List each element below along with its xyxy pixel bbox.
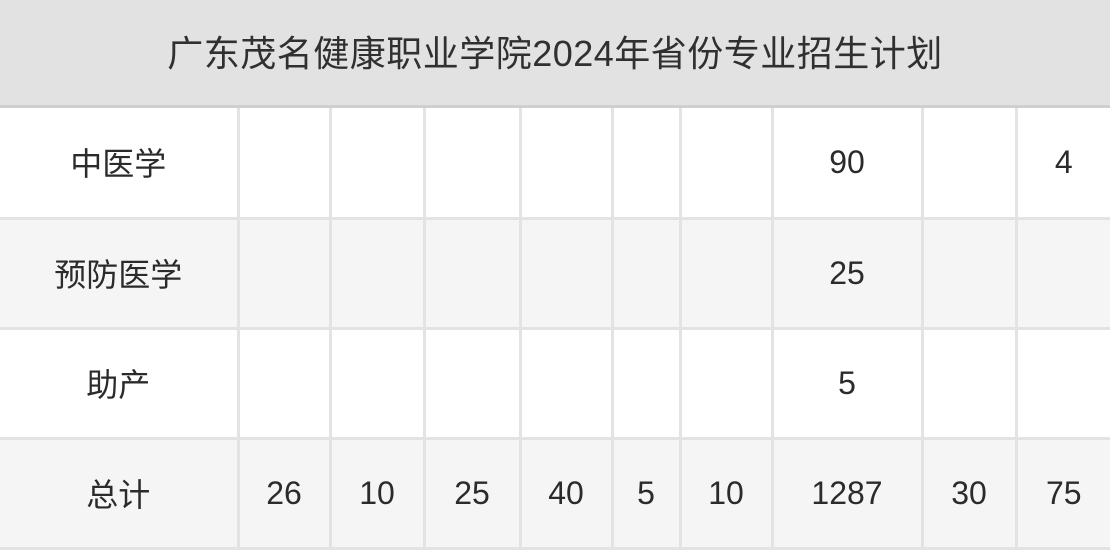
data-cell <box>922 218 1018 330</box>
data-cell <box>922 328 1018 440</box>
data-cell <box>424 218 522 330</box>
data-cell <box>520 108 614 220</box>
totals-cell: 25 <box>424 438 522 550</box>
data-cell <box>238 218 332 330</box>
totals-label-cell: 总计 <box>0 438 240 550</box>
table-row[interactable]: 助产 5 <box>0 328 1110 440</box>
data-cell <box>238 328 332 440</box>
table-row[interactable]: 中医学 90 4 <box>0 108 1110 220</box>
row-label-cell: 预防医学 <box>0 218 240 330</box>
table-row[interactable]: 预防医学 25 <box>0 218 1110 330</box>
data-cell <box>520 218 614 330</box>
data-cell <box>330 328 426 440</box>
data-cell <box>680 108 774 220</box>
totals-cell: 40 <box>520 438 614 550</box>
row-label-cell: 助产 <box>0 328 240 440</box>
data-cell <box>1016 328 1110 440</box>
data-cell <box>424 108 522 220</box>
data-cell <box>330 108 426 220</box>
data-cell: 5 <box>772 328 924 440</box>
row-label-cell: 中医学 <box>0 108 240 220</box>
totals-cell: 26 <box>238 438 332 550</box>
data-cell <box>330 218 426 330</box>
data-cell <box>520 328 614 440</box>
data-cell <box>680 218 774 330</box>
totals-cell: 5 <box>612 438 682 550</box>
data-cell <box>612 108 682 220</box>
data-cell: 25 <box>772 218 924 330</box>
totals-cell: 1287 <box>772 438 924 550</box>
data-cell <box>238 108 332 220</box>
data-cell: 4 <box>1016 108 1110 220</box>
data-cell <box>612 328 682 440</box>
totals-cell: 75 <box>1016 438 1110 550</box>
totals-cell: 10 <box>680 438 774 550</box>
data-cell <box>612 218 682 330</box>
table-body: 中医学 90 4 预防医学 25 <box>0 108 1110 550</box>
data-cell <box>680 328 774 440</box>
data-cell: 90 <box>772 108 924 220</box>
data-cell <box>424 328 522 440</box>
table-row-totals[interactable]: 总计 26 10 25 40 5 10 1287 30 75 <box>0 438 1110 550</box>
data-cell <box>1016 218 1110 330</box>
totals-cell: 10 <box>330 438 426 550</box>
table-title: 广东茂名健康职业学院2024年省份专业招生计划 <box>0 0 1110 108</box>
totals-cell: 30 <box>922 438 1018 550</box>
data-cell <box>922 108 1018 220</box>
